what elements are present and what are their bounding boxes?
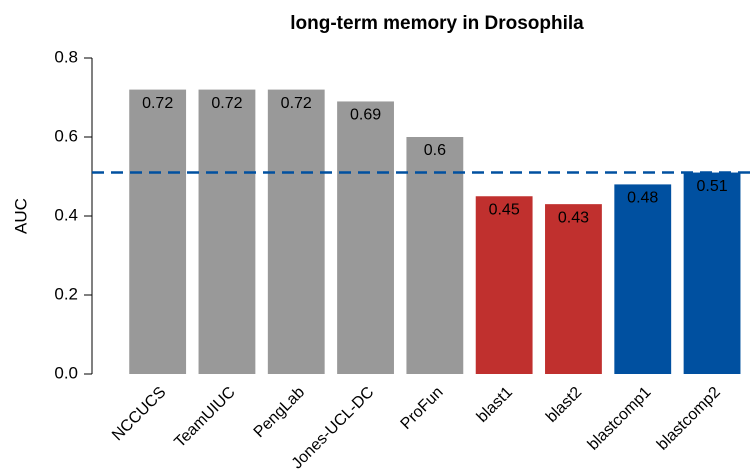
y-tick-label: 0.0 (54, 363, 78, 382)
y-tick-label: 0.6 (54, 126, 78, 145)
value-label: 0.43 (558, 209, 589, 226)
value-label: 0.72 (281, 95, 312, 112)
y-tick-label: 0.8 (54, 47, 78, 66)
bar (614, 184, 672, 374)
x-tick-label: TeamUIUC (171, 384, 238, 451)
bar (475, 196, 533, 374)
value-label: 0.6 (424, 142, 446, 159)
bar (683, 172, 741, 374)
value-label: 0.69 (350, 107, 381, 124)
value-label: 0.51 (696, 178, 727, 195)
x-tick-label: ProFun (398, 384, 447, 433)
y-tick-label: 0.4 (54, 205, 78, 224)
y-axis-label: AUC (11, 198, 30, 234)
x-tick-label: blast1 (474, 384, 516, 426)
value-label: 0.48 (627, 190, 658, 207)
x-tick-label: blastcomp2 (654, 384, 724, 454)
chart-title: long-term memory in Drosophila (290, 13, 584, 34)
x-tick-label: NCCUCS (109, 384, 169, 444)
bar (337, 101, 394, 374)
value-label: 0.72 (142, 95, 173, 112)
bar (267, 89, 325, 374)
x-tick-label: blastcomp1 (585, 384, 655, 454)
bar (198, 89, 256, 374)
x-tick-label: blast2 (543, 384, 585, 426)
bar (545, 204, 602, 374)
x-tick-label: PengLab (251, 384, 308, 441)
y-tick-label: 0.2 (54, 284, 78, 303)
bar (129, 89, 187, 374)
value-label: 0.45 (489, 201, 520, 218)
bar (406, 137, 464, 374)
value-label: 0.72 (211, 95, 242, 112)
